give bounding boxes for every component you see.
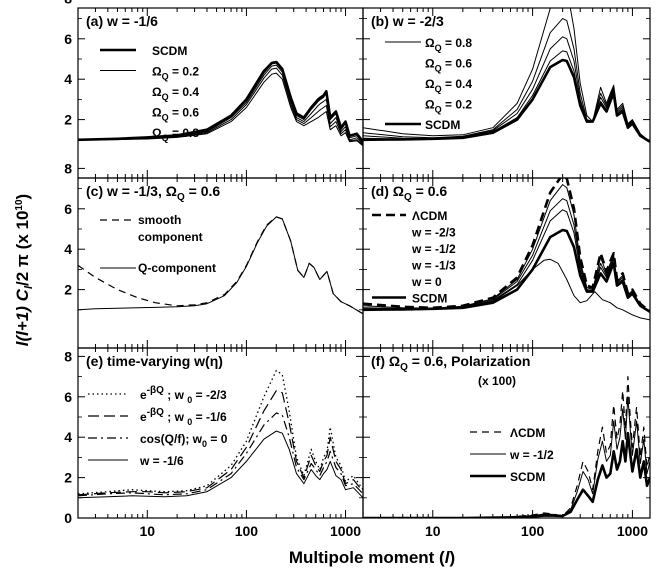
series-line-c-0 [78, 216, 363, 315]
series-line-a-3 [78, 67, 363, 146]
series-line-e-1 [78, 390, 363, 496]
panel-frame [362, 7, 651, 179]
panel-e: 0 2 4 6 8 10 100 1000 (e) time-varying w(η) e-βQ … [64, 347, 364, 539]
y-tick-label: 6 [64, 389, 72, 405]
legend-label: w = -2/3 [411, 226, 456, 240]
y-tick-label: 4 [64, 429, 72, 445]
legend-label: w = -1/2 [411, 242, 456, 256]
y-tick-label: 2 [64, 112, 72, 128]
legend-label: ΩQ = 0.4 [425, 77, 472, 94]
legend-label: component [138, 230, 203, 244]
y-tick-label: 6 [64, 201, 72, 217]
series-line-f-1 [363, 396, 650, 518]
legend-label: e-βQ ; w 0 = -1/6 [140, 407, 227, 427]
legend-label: ΩQ = 0.8 [152, 126, 199, 143]
legend-label: Q-component [138, 261, 216, 275]
series-line-a-2 [78, 64, 363, 145]
series-line-c-1 [78, 216, 363, 315]
panel-title: (e) time-varying w(η) [86, 353, 223, 369]
series-line-d-0 [363, 178, 650, 313]
legend-label: ΩQ = 0.6 [425, 57, 472, 74]
panel-c: 2 4 6 8 (c) w = -1/3, ΩQ = 0.6 smooth componen… [64, 160, 364, 349]
panel-title: (f) ΩQ = 0.6, Polarization [371, 353, 530, 373]
legend-label: e-βQ ; w 0 = -2/3 [140, 385, 227, 405]
legend-label: w = 0 [411, 275, 442, 289]
legend: e-βQ ; w 0 = -2/3e-βQ ; w 0 = -1/6 cos(Q/… [88, 385, 228, 468]
series-line-a-4 [78, 72, 363, 147]
x-tick-label: 10 [139, 523, 155, 539]
legend-label: SCDM [412, 292, 447, 306]
x-axis-label: Multipole moment (l) [289, 548, 455, 567]
panel-title: (a) w = -1/6 [86, 13, 158, 29]
legend-label: SCDM [510, 470, 545, 484]
legend-label: ΩQ = 0.8 [425, 36, 472, 53]
legend-label: SCDM [425, 118, 460, 132]
panel-a: 2 4 6 8 (a) w = -1/6 SCDM ΩQ = 0.2 ΩQ = 0.4 ΩQ =… [64, 0, 364, 179]
legend: ΩQ = 0.8 ΩQ = 0.6 ΩQ = 0.4 ΩQ = 0.2 SCDM [385, 36, 472, 132]
series-line-e-0 [78, 369, 363, 495]
legend: ΛCDM w = -2/3 w = -1/2 w = -1/3 w = 0 SCDM [372, 209, 456, 306]
series-line-a-0 [78, 60, 363, 143]
legend-label: smooth [138, 213, 181, 227]
panel-frame [77, 177, 364, 349]
series-line-f-0 [363, 376, 650, 518]
y-tick-label: 4 [64, 71, 72, 87]
legend-label: w = -1/3 [411, 259, 456, 273]
legend-label: w = -1/2 [509, 448, 554, 462]
legend-label: ΛCDM [412, 209, 447, 223]
legend-label: ΩQ = 0.6 [152, 106, 199, 123]
panel-d: (d) ΩQ = 0.6 ΛCDM w = -2/3 w = -1/2 w = -1/3… [362, 167, 651, 349]
legend-label: cos(Q/f); w0 = 0 [140, 432, 228, 449]
series-line-a-1 [78, 62, 363, 144]
y-tick-label: 2 [64, 282, 72, 298]
series-line-e-3 [78, 430, 363, 499]
panel-title: (d) ΩQ = 0.6 [371, 183, 447, 203]
legend-label: w = -1/6 [139, 454, 184, 468]
series-line-f-2 [363, 431, 650, 518]
legend: smooth component Q-component [100, 213, 216, 275]
y-tick-label: 4 [64, 241, 72, 257]
panel-subtitle: (x 100) [478, 374, 516, 388]
y-tick-label: 2 [64, 470, 72, 486]
legend-label: SCDM [152, 44, 187, 58]
legend-label: ΩQ = 0.2 [425, 98, 472, 115]
series-line-d-1 [363, 184, 650, 313]
legend-label: ΩQ = 0.4 [152, 85, 199, 102]
y-tick-label: 8 [64, 0, 72, 6]
y-tick-label: 0 [64, 510, 72, 526]
panel-f: 10 100 1000 (f) ΩQ = 0.6, Polarization(x 10… [362, 347, 651, 539]
y-axis-label: l(l+1) Cl/2 π (x 1010) [13, 194, 35, 346]
series-line-b-1 [363, 18, 650, 143]
legend-label: ΛCDM [510, 426, 545, 440]
y-tick-label: 8 [64, 160, 72, 176]
panel-frame [77, 7, 364, 179]
series-line-b-3 [363, 50, 650, 143]
series-line-b-4 [363, 58, 650, 143]
x-tick-label: 10 [425, 523, 441, 539]
panel-title: (b) w = -2/3 [371, 13, 444, 29]
panel-frame [362, 177, 651, 349]
x-tick-label: 100 [521, 523, 545, 539]
legend: ΛCDM w = -1/2 SCDM [470, 426, 554, 484]
legend-label: ΩQ = 0.2 [152, 65, 199, 82]
series-line-b-0 [363, 8, 650, 143]
x-tick-label: 100 [235, 523, 259, 539]
panel-b: (b) w = -2/3ΩQ = 0.8ΩQ = 0.6ΩQ = 0.4ΩQ =… [362, 7, 651, 179]
series-line-d-5 [363, 228, 650, 313]
y-tick-label: 8 [64, 348, 72, 364]
series-line-e-2 [78, 412, 363, 497]
panel-title: (c) w = -1/3, ΩQ = 0.6 [86, 183, 220, 203]
y-tick-label: 6 [64, 31, 72, 47]
legend: SCDM ΩQ = 0.2 ΩQ = 0.4 ΩQ = 0.6 ΩQ = 0.8 [100, 44, 199, 143]
x-tick-label: 1000 [330, 523, 361, 539]
x-tick-label: 1000 [617, 523, 648, 539]
